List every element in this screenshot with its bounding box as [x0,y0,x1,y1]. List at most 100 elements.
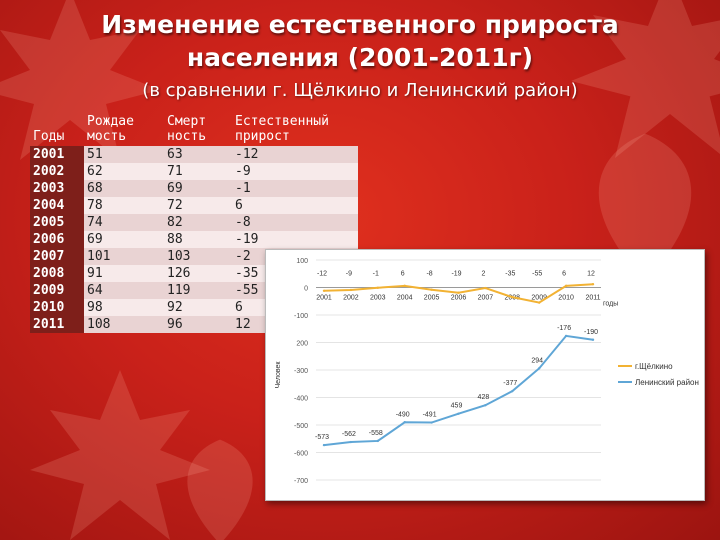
series-point [457,412,460,415]
leaf-decoration-icon [30,370,210,540]
series-point [564,334,568,338]
leaf-decoration-icon [571,0,720,159]
data-label: -377 [503,380,517,387]
year-cell: 2008 [30,265,84,282]
y-tick-label: -400 [294,396,308,403]
x-axis-label: годы [603,301,618,308]
death-cell: 63 [164,146,232,163]
birth-cell: 69 [84,231,164,248]
table-header-row: Годы Рождае мость Смерт ность Естественн… [30,112,358,146]
y-tick-label: -300 [294,368,308,375]
data-label: -19 [451,271,461,278]
y-tick-label: 200 [296,341,308,348]
table-row: 2001 51 63 -12 [30,146,358,163]
data-label: -176 [557,325,571,332]
series-point [430,421,433,424]
x-tick-label: 2004 [397,295,413,302]
series-point [484,286,487,290]
x-tick-label: 2005 [424,295,440,302]
series-point [322,289,326,292]
birth-cell: 108 [84,316,164,333]
growth-cell: -12 [232,146,358,163]
death-cell: 126 [164,265,232,282]
y-tick-label: -100 [294,313,308,320]
birth-cell: 78 [84,197,164,214]
x-tick-label: 2011 [585,295,600,302]
series-point [349,440,353,444]
growth-cell: -8 [232,214,358,231]
header-years: Годы [33,129,65,144]
growth-chart: 100 0 -100 200 -300 -400 -500 -600 -700 2001 2002 2… [265,249,705,501]
data-label: -190 [584,329,598,336]
data-label: -490 [396,411,410,418]
year-cell: 2007 [30,248,84,265]
death-cell: 69 [164,180,232,197]
y-tick-label: -500 [294,423,308,430]
year-cell: 2003 [30,180,84,197]
year-cell: 2009 [30,282,84,299]
data-label: 459 [451,403,463,410]
growth-cell: -1 [232,180,358,197]
data-label: -491 [423,412,437,419]
x-tick-label: 2007 [478,295,494,302]
death-cell: 72 [164,197,232,214]
year-cell: 2006 [30,231,84,248]
growth-chart-svg: 100 0 -100 200 -300 -400 -500 -600 -700 2001 2002 2… [275,258,699,485]
year-cell: 2001 [30,146,84,163]
data-label: 6 [401,271,405,278]
y-tick-label: 0 [304,286,308,293]
leaf-decoration-icon [598,133,692,282]
data-label: -573 [315,434,329,441]
death-cell: 96 [164,316,232,333]
y-axis-label: Человек [275,361,282,389]
series-point [349,288,353,292]
series-point [376,439,379,443]
data-label: -55 [532,271,542,278]
death-cell: 71 [164,163,232,180]
birth-cell: 98 [84,299,164,316]
series-point [538,301,541,304]
y-tick-label: -700 [294,478,308,485]
header-birth-rate: Рождае мость [87,114,134,144]
death-cell: 88 [164,231,232,248]
death-cell: 103 [164,248,232,265]
data-label: 294 [531,357,543,364]
series-point [322,443,326,447]
legend-label: г.Щёлкино [635,362,673,371]
growth-cell: -19 [232,231,358,248]
series-point [403,284,406,288]
series-point [511,389,514,393]
x-tick-label: 2009 [531,295,547,302]
series-line-1 [323,334,594,447]
page-subtitle: (в сравнении г. Щёлкино и Ленинский райо… [142,80,578,101]
table-row: 2005 74 82 -8 [30,214,358,231]
series-point [511,295,514,299]
table-row: 2006 69 88 -19 [30,231,358,248]
birth-cell: 62 [84,163,164,180]
series-point [591,338,595,341]
birth-cell: 64 [84,282,164,299]
x-tick-label: 2002 [343,295,359,302]
table-row: 2004 78 72 6 [30,197,358,214]
birth-cell: 101 [84,248,164,265]
series-point [538,367,541,370]
series-point [376,286,379,289]
birth-cell: 51 [84,146,164,163]
x-tick-label: 2010 [558,295,574,302]
year-cell: 2004 [30,197,84,214]
year-cell: 2002 [30,163,84,180]
header-death-rate: Смерт ность [167,114,207,144]
series-point [591,283,595,286]
year-cell: 2005 [30,214,84,231]
page-title: Изменение естественного прироста населен… [0,8,720,74]
title-line-2: населения (2001-2011г) [186,43,534,72]
data-label: -1 [373,271,379,278]
data-label: -12 [317,271,327,278]
title-line-1: Изменение естественного прироста [101,10,619,39]
leaf-decoration-icon [0,0,160,160]
x-tick-label: 2001 [316,295,332,302]
x-tick-label: 2003 [370,295,386,302]
data-label: 428 [478,394,490,401]
table-row: 2003 68 69 -1 [30,180,358,197]
x-tick-label: 2006 [451,295,467,302]
